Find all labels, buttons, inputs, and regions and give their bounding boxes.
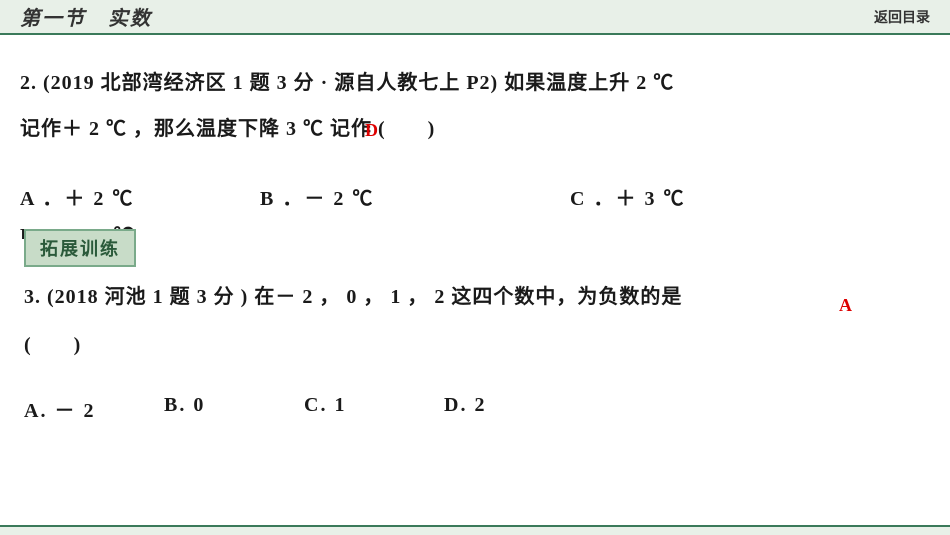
question-1: 2. (2019 北部湾经济区 1 题 3 分 · 源自人教七上 P2) 如果温…: [20, 60, 930, 152]
badge-container: 拓展训练: [24, 229, 930, 267]
q1-option-a: A ．＋ 2 ℃: [20, 182, 260, 211]
page-header: 第一节 实数 返回目录: [0, 0, 950, 35]
q2-text-after: 的是: [640, 286, 682, 308]
q1-option-b: B ．－ 2 ℃: [260, 182, 570, 211]
q2-options-row: A. － 2 B. 0 C. 1 D. 2: [20, 394, 930, 423]
q1-line2-before: 记作＋ 2 ℃ ，那么温度下降 3: [20, 118, 297, 140]
section-title: 第一节 实数: [20, 2, 152, 31]
content-area: 2. (2019 北部湾经济区 1 题 3 分 · 源自人教七上 P2) 如果温…: [0, 35, 950, 428]
extension-badge: 拓展训练: [24, 229, 136, 267]
q2-option-a: A. － 2: [24, 394, 164, 423]
q2-option-b: B. 0: [164, 394, 304, 423]
footer-bar: [0, 525, 950, 535]
q2-line2: ( ): [24, 334, 81, 356]
q2-text-before: 3. (2018 河池 1 题 3 分 ) 在－ 2 ， 0 ， 1 ， 2 这…: [24, 286, 640, 308]
q1-options-row: A ．＋ 2 ℃ B ．－ 2 ℃ C ．＋ 3 ℃: [20, 182, 930, 211]
question-2: 3. (2018 河池 1 题 3 分 ) 在－ 2 ， 0 ， 1 ， 2 这…: [20, 273, 930, 369]
q1-option-c: C ．＋ 3 ℃: [570, 182, 750, 211]
q2-option-d: D. 2: [444, 394, 544, 423]
q2-option-c: C. 1: [304, 394, 444, 423]
q1-line1: 2. (2019 北部湾经济区 1 题 3 分 · 源自人教七上 P2) 如果温…: [20, 72, 674, 94]
q2-answer-mark: A: [839, 284, 853, 327]
return-toc-link[interactable]: 返回目录: [874, 7, 930, 27]
q1-answer-mark: D: [365, 110, 379, 151]
